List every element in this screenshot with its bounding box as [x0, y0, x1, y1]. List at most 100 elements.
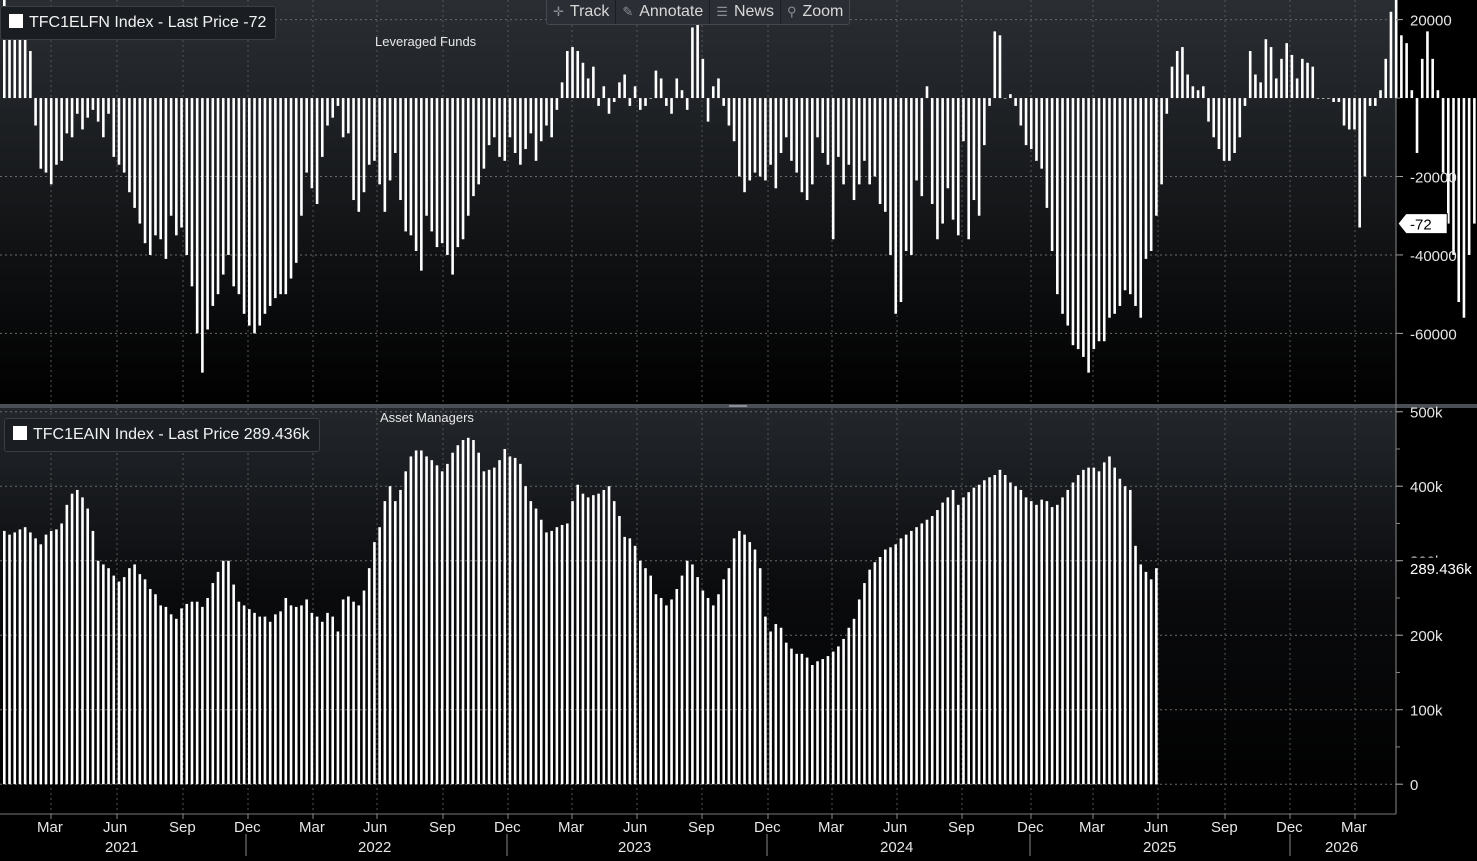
top-bar	[529, 98, 533, 134]
top-bar	[889, 98, 892, 255]
bottom-bar	[102, 564, 105, 785]
zoom-button[interactable]: ⚲ Zoom	[779, 0, 849, 24]
top-bar	[232, 98, 235, 287]
top-bar	[3, 0, 6, 99]
bottom-bar	[190, 601, 194, 785]
bottom-bar	[289, 605, 293, 785]
bottom-bar	[373, 542, 376, 785]
top-bar	[1201, 86, 1205, 99]
bottom-bar	[1087, 467, 1090, 785]
bottom-bar	[456, 445, 460, 785]
top-bar	[503, 98, 507, 161]
bottom-bar	[743, 534, 746, 785]
bottom-bar	[998, 469, 1002, 785]
top-bar	[873, 98, 877, 177]
news-button[interactable]: ☰ News	[709, 0, 780, 24]
top-bar	[654, 70, 658, 99]
bottom-bar	[75, 489, 79, 785]
bottom-bar	[487, 469, 491, 785]
top-bar	[1332, 98, 1335, 102]
bottom-bar	[1014, 486, 1017, 785]
bottom-bar	[774, 624, 778, 785]
top-bar	[362, 98, 366, 193]
top-bar	[242, 98, 246, 314]
top-bar	[300, 98, 303, 216]
top-bar	[1431, 58, 1434, 99]
track-button[interactable]: ✛ Track	[547, 0, 615, 24]
bottom-bar	[592, 495, 595, 785]
top-legend[interactable]: TFC1ELFN Index - Last Price -72	[0, 6, 277, 40]
bottom-bar	[70, 493, 74, 785]
bottom-bar	[23, 527, 27, 785]
top-bar	[65, 98, 69, 134]
top-bar	[461, 98, 465, 240]
top-bar	[1400, 35, 1403, 99]
bottom-bar	[753, 549, 757, 785]
top-bar	[367, 98, 371, 165]
top-bar	[701, 58, 705, 99]
bottom-bar	[268, 621, 272, 785]
top-bar	[1056, 98, 1059, 295]
bottom-bar	[65, 504, 69, 785]
bottom-bar	[315, 616, 319, 785]
bottom-bar	[326, 612, 329, 785]
top-bar	[560, 82, 564, 99]
top-bars	[3, 0, 1476, 373]
top-bar	[1353, 98, 1356, 130]
top-bar	[711, 86, 715, 99]
bottom-bar	[175, 618, 178, 785]
bottom-bar	[430, 460, 434, 785]
top-bar	[753, 98, 757, 173]
top-bar	[1092, 98, 1096, 350]
bottom-legend[interactable]: TFC1EAIN Index - Last Price 289.436k	[4, 418, 320, 452]
bottom-bar	[972, 487, 976, 785]
top-bar	[732, 98, 736, 142]
top-bar	[169, 98, 173, 216]
bottom-bar	[49, 530, 53, 785]
top-bar	[1061, 98, 1064, 314]
top-bar	[112, 98, 116, 157]
top-bar	[847, 98, 851, 165]
top-bar	[102, 98, 105, 138]
top-bar	[1238, 98, 1242, 138]
top-bar	[1321, 98, 1325, 99]
bottom-bar	[863, 583, 866, 785]
divider-grip[interactable]	[729, 405, 747, 407]
top-bar	[884, 98, 887, 212]
top-bar	[618, 82, 621, 99]
bottom-bar	[117, 581, 121, 785]
bottom-bar	[352, 601, 355, 785]
top-bar	[779, 98, 783, 153]
top-bar	[1233, 98, 1236, 153]
top-ytick-label: -20000	[1410, 170, 1457, 187]
top-chart-title: Leveraged Funds	[375, 34, 477, 49]
bottom-bar	[738, 530, 741, 785]
top-bar	[1097, 98, 1101, 342]
top-bar	[659, 78, 663, 99]
top-bar	[967, 98, 970, 240]
top-bar	[1212, 98, 1216, 138]
top-bar	[722, 98, 725, 106]
top-bar	[1379, 90, 1382, 99]
bottom-bar	[253, 612, 256, 785]
annotate-button[interactable]: ✎ Annotate	[615, 0, 709, 24]
top-bar	[758, 98, 762, 177]
bottom-bar	[784, 642, 788, 785]
top-bar	[946, 98, 950, 189]
bottom-bar	[930, 516, 934, 785]
bottom-bar	[1071, 482, 1075, 785]
bottom-bar	[1108, 456, 1111, 785]
top-bar	[1327, 98, 1330, 99]
zoom-label: Zoom	[802, 3, 844, 20]
top-bar	[811, 98, 814, 185]
top-bar	[284, 98, 288, 295]
bottom-bar	[221, 560, 225, 785]
bottom-bar	[889, 547, 892, 785]
bottom-ytick-label: 100k	[1410, 703, 1443, 720]
top-bar	[456, 98, 460, 248]
bottom-bar	[842, 638, 845, 785]
top-bar	[1295, 78, 1299, 99]
bottom-bar	[1050, 507, 1054, 785]
top-bar	[769, 98, 772, 165]
bottom-bar	[1097, 471, 1101, 785]
